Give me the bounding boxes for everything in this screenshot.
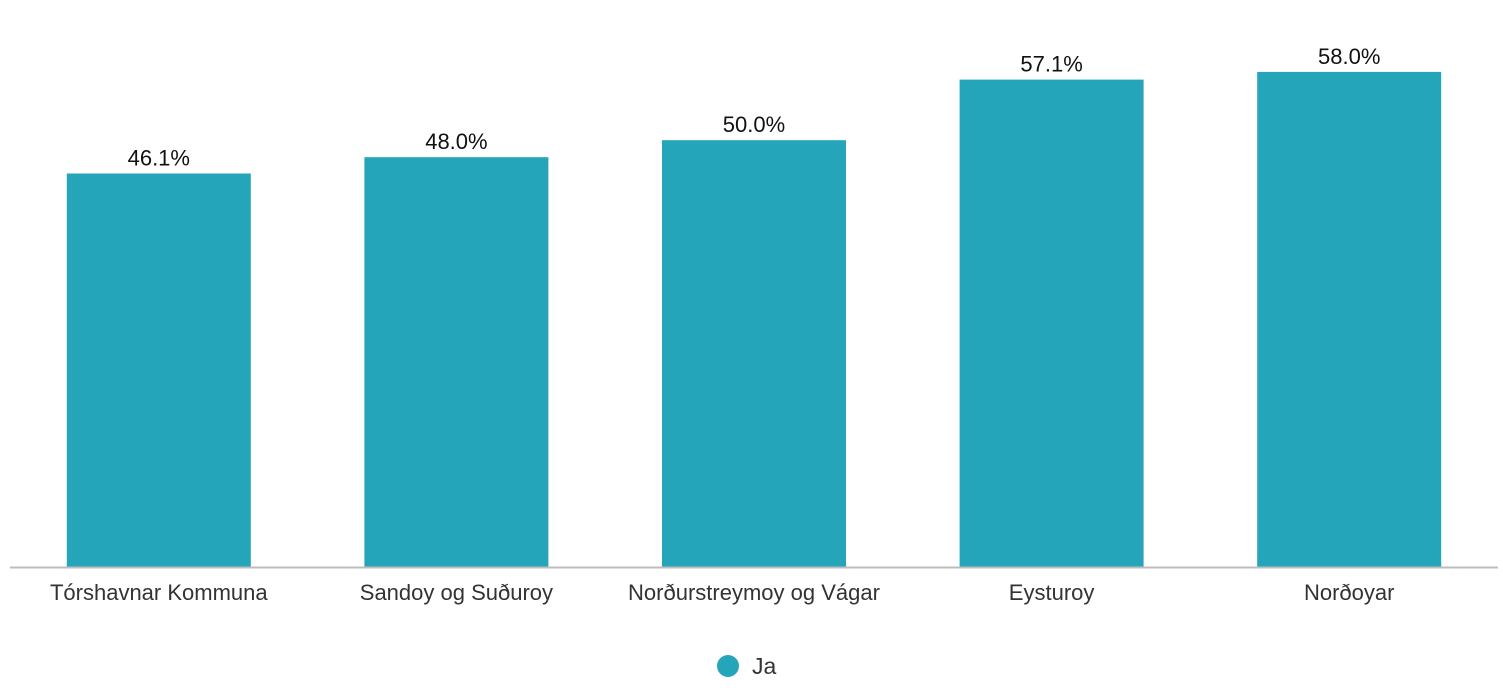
bars-layer (66, 71, 1442, 568)
bar-2 (662, 140, 846, 567)
legend-marker-ja (717, 655, 739, 677)
category-labels-layer: Tórshavnar Kommuna Sandoy og Suðuroy Norðu… (50, 580, 1394, 605)
category-label-0: Tórshavnar Kommuna (50, 580, 268, 605)
value-label-4: 58.0% (1318, 44, 1380, 69)
category-label-1: Sandoy og Suðuroy (360, 580, 553, 605)
value-labels-layer: 46.1% 48.0% 50.0% 57.1% 58.0% (128, 44, 1381, 171)
value-label-2: 50.0% (723, 112, 785, 137)
value-label-1: 48.0% (425, 129, 487, 154)
bar-1 (364, 157, 549, 567)
category-label-2: Norðurstreymoy og Vágar (628, 580, 880, 605)
value-label-0: 46.1% (128, 146, 190, 171)
legend: Ja (717, 653, 777, 679)
category-label-3: Eysturoy (1009, 580, 1095, 605)
bar-0 (66, 173, 251, 567)
category-label-4: Norðoyar (1304, 580, 1394, 605)
legend-label-ja: Ja (752, 653, 777, 679)
value-label-3: 57.1% (1020, 52, 1082, 77)
bar-4 (1257, 71, 1442, 568)
bar-3 (959, 79, 1144, 567)
